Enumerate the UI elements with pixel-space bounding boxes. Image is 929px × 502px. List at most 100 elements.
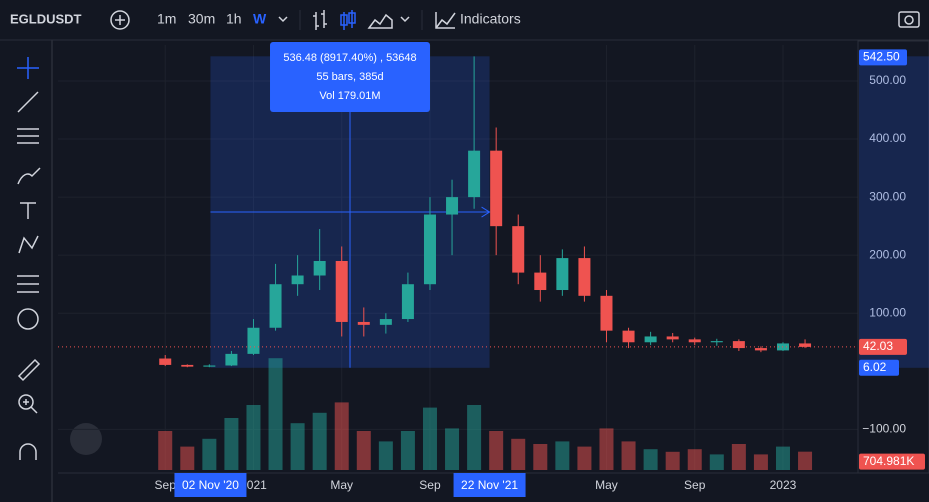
measure-info-line: 536.48 (8917.40%) , 53648 bbox=[283, 52, 416, 64]
y-tick-label: 500.00 bbox=[869, 73, 906, 87]
date-tag: 22 Nov '21 bbox=[461, 478, 518, 492]
candle-body bbox=[335, 260, 348, 322]
interval[interactable]: 1m bbox=[157, 11, 176, 27]
y-tick-label: 200.00 bbox=[869, 247, 906, 261]
volume-bar bbox=[709, 454, 724, 470]
camera-lens bbox=[904, 15, 914, 25]
candle-body bbox=[401, 284, 414, 320]
fib-tool[interactable] bbox=[17, 128, 39, 144]
volume-bar bbox=[489, 431, 504, 470]
magnet-tool[interactable] bbox=[19, 443, 37, 460]
candle-body bbox=[269, 284, 282, 328]
x-tick-label: Sep bbox=[155, 478, 177, 492]
interval[interactable]: 30m bbox=[188, 11, 215, 27]
prediction-tool[interactable] bbox=[17, 275, 39, 293]
x-tick-label: May bbox=[595, 478, 618, 492]
pattern-tool[interactable] bbox=[18, 235, 39, 254]
add-icon bbox=[115, 15, 125, 25]
indicators-icon[interactable] bbox=[435, 12, 456, 29]
text-tool[interactable] bbox=[20, 202, 36, 219]
volume-bar bbox=[158, 431, 173, 470]
volume-bar bbox=[753, 454, 768, 470]
candle-body bbox=[348, 12, 356, 24]
dropdown[interactable] bbox=[400, 16, 410, 23]
candle-body bbox=[468, 150, 481, 198]
candle-body bbox=[512, 226, 525, 273]
volume-bar bbox=[378, 441, 393, 470]
logo-badge[interactable] bbox=[70, 423, 102, 455]
volume-bar bbox=[202, 438, 217, 470]
candle-body bbox=[291, 275, 304, 285]
measure-info-line: 55 bars, 385d bbox=[316, 71, 383, 83]
volume-bar bbox=[533, 444, 548, 470]
dropdown[interactable] bbox=[278, 16, 288, 23]
x-tick-label: Sep bbox=[684, 478, 706, 492]
volume-bar bbox=[400, 431, 415, 470]
zoom-tool[interactable] bbox=[18, 394, 34, 410]
volume-bar bbox=[290, 423, 305, 470]
candle-body bbox=[710, 341, 723, 343]
volume-bar bbox=[775, 446, 790, 470]
candle-body bbox=[379, 319, 392, 325]
candle-body bbox=[490, 150, 503, 227]
measure-arrow bbox=[481, 206, 491, 218]
x-tick-label: 2023 bbox=[770, 478, 797, 492]
volume-bar bbox=[599, 428, 614, 470]
price-axis-highlight bbox=[859, 56, 929, 368]
x-tick-label: Sep bbox=[419, 478, 441, 492]
ruler-tool[interactable] bbox=[17, 358, 41, 382]
candle-body bbox=[534, 272, 547, 291]
volume-bar bbox=[511, 438, 526, 470]
line-tool[interactable] bbox=[17, 91, 39, 113]
volume-bar bbox=[555, 441, 570, 470]
last-volume-tag-bg bbox=[859, 453, 925, 470]
x-tick-label: May bbox=[330, 478, 353, 492]
symbol[interactable]: EGLDUSDT bbox=[10, 11, 82, 26]
candle-body bbox=[556, 258, 569, 291]
measure-low-tag-bg bbox=[859, 359, 899, 376]
candle-body bbox=[732, 341, 745, 349]
candle-body bbox=[754, 348, 767, 351]
crosshair-tool[interactable] bbox=[17, 57, 39, 79]
camera-icon[interactable] bbox=[898, 11, 920, 28]
top-toolbar: EGLDUSDT 1m 30m 1h W Indicators bbox=[0, 10, 929, 41]
bars-icon[interactable] bbox=[313, 10, 327, 30]
volume-bar bbox=[224, 418, 239, 470]
candle-body bbox=[203, 365, 216, 367]
measure-low-tag: 6.02 bbox=[863, 360, 887, 374]
candle-body bbox=[688, 339, 701, 343]
volume-bar bbox=[665, 451, 680, 470]
y-tick-label: 400.00 bbox=[869, 131, 906, 145]
candle-body bbox=[622, 330, 635, 343]
interval-active[interactable]: W bbox=[253, 11, 267, 27]
volume-bar bbox=[643, 449, 658, 470]
indicators-button[interactable]: Indicators bbox=[460, 11, 521, 27]
measure-high-tag: 542.50 bbox=[863, 49, 900, 63]
volume-bar bbox=[798, 451, 813, 470]
add-symbol[interactable] bbox=[110, 10, 130, 30]
y-tick-label: 300.00 bbox=[869, 189, 906, 203]
candle-body bbox=[340, 14, 348, 26]
y-tick-label: −100.00 bbox=[862, 422, 906, 436]
area-icon[interactable] bbox=[367, 13, 393, 29]
measure-high-tag-bg bbox=[859, 49, 907, 66]
brush-tool[interactable] bbox=[17, 167, 41, 185]
volume-bar bbox=[180, 446, 195, 470]
interval[interactable]: 1h bbox=[226, 11, 242, 27]
volume-bar bbox=[687, 449, 702, 470]
chart-pane: −100.00 100.00 200.00 300.00 400.00 500.00 Sep… bbox=[58, 40, 929, 497]
candle-body bbox=[799, 343, 812, 347]
candle-body bbox=[578, 258, 591, 296]
candle-body bbox=[423, 214, 436, 285]
volume-bar bbox=[356, 431, 371, 470]
candle-body bbox=[357, 321, 370, 325]
measure-info bbox=[270, 42, 431, 112]
candle-body bbox=[313, 260, 326, 276]
volume-bar bbox=[731, 444, 746, 470]
volume-bar bbox=[467, 405, 482, 470]
volume-bar bbox=[577, 446, 592, 470]
measure-info-line: Vol 179.01M bbox=[319, 90, 380, 102]
emoji-tool[interactable] bbox=[17, 308, 39, 330]
